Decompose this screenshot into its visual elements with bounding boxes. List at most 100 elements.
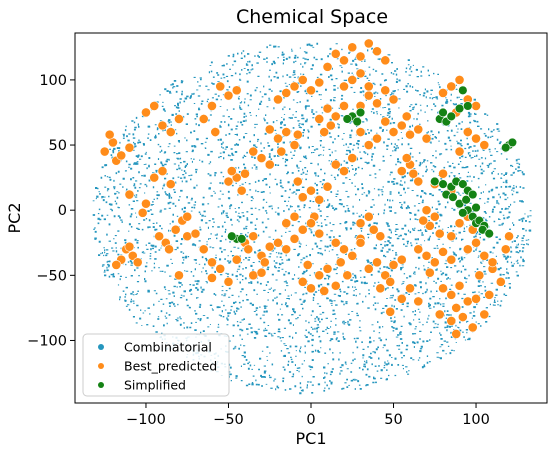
best-predicted-point (319, 127, 330, 137)
best-predicted-point (170, 224, 181, 235)
best-predicted-point (132, 257, 143, 268)
best-predicted-point (454, 75, 465, 85)
best-predicted-point (342, 270, 353, 281)
best-predicted-point (438, 283, 448, 294)
best-predicted-point (347, 42, 358, 53)
best-predicted-point (215, 81, 226, 92)
best-predicted-point (276, 146, 287, 157)
best-predicted-point (182, 211, 193, 222)
best-predicted-point (256, 153, 267, 163)
legend-label-best-predicted: Best_predicted (124, 359, 217, 374)
best-predicted-point (424, 267, 435, 278)
best-predicted-point (248, 231, 259, 242)
simplified-point (438, 107, 448, 118)
x-axis-label: PC1 (296, 429, 327, 448)
x-tick-label: −100 (126, 412, 166, 428)
best-predicted-point (116, 150, 127, 161)
best-predicted-point (438, 168, 448, 179)
best-predicted-point (297, 75, 308, 85)
best-predicted-point (454, 280, 465, 291)
best-predicted-point (372, 133, 382, 144)
best-predicted-point (413, 124, 424, 135)
best-predicted-point (462, 244, 473, 255)
y-tick-label: −100 (27, 333, 67, 349)
best-predicted-point (322, 263, 333, 274)
best-predicted-point (149, 172, 160, 183)
best-predicted-point (124, 189, 135, 200)
best-predicted-point (314, 194, 325, 205)
best-predicted-point (330, 280, 341, 291)
best-predicted-point (474, 270, 485, 281)
best-predicted-point (297, 224, 308, 235)
best-predicted-point (302, 260, 313, 270)
simplified-point (461, 195, 471, 205)
simplified-point (468, 189, 478, 200)
y-axis-label: PC2 (5, 203, 24, 234)
simplified-point (458, 208, 468, 218)
best-predicted-point (240, 168, 250, 179)
best-predicted-point (207, 257, 217, 268)
best-predicted-point (405, 129, 415, 140)
best-predicted-point (157, 166, 168, 176)
y-tick-label: 100 (39, 73, 67, 89)
best-predicted-point (223, 90, 234, 101)
best-predicted-point (226, 166, 237, 176)
best-predicted-point (462, 296, 473, 307)
best-predicted-point (454, 146, 465, 157)
best-predicted-point (314, 270, 325, 281)
best-predicted-point (111, 260, 122, 270)
best-predicted-point (330, 48, 341, 59)
best-predicted-point (281, 218, 292, 229)
best-predicted-point (385, 306, 396, 317)
best-predicted-point (281, 127, 292, 137)
best-predicted-point (434, 228, 445, 239)
legend-marker-combinatorial (98, 344, 104, 350)
best-predicted-point (231, 85, 242, 96)
best-predicted-point (368, 224, 379, 235)
best-predicted-point (223, 276, 234, 287)
best-predicted-point (396, 166, 407, 176)
best-predicted-point (347, 153, 358, 163)
x-tick-label: 50 (384, 412, 402, 428)
best-predicted-point (273, 237, 283, 248)
best-predicted-point (421, 250, 432, 261)
best-predicted-point (314, 228, 325, 239)
best-predicted-point (471, 133, 481, 144)
best-predicted-point (306, 85, 316, 96)
best-predicted-point (421, 205, 432, 216)
best-predicted-point (355, 68, 366, 79)
best-predicted-point (495, 276, 506, 287)
best-predicted-point (372, 46, 382, 57)
best-predicted-point (190, 228, 201, 239)
best-predicted-point (429, 211, 440, 222)
best-predicted-point (451, 302, 462, 313)
best-predicted-point (154, 231, 165, 242)
simplified-point (446, 111, 456, 122)
best-predicted-point (500, 244, 511, 255)
best-predicted-point (198, 244, 209, 255)
best-predicted-points (99, 38, 514, 339)
simplified-point (430, 176, 440, 187)
x-tick-label: 100 (462, 412, 490, 428)
best-predicted-point (355, 237, 366, 248)
best-predicted-point (385, 276, 396, 287)
simplified-point (454, 103, 465, 114)
simplified-point (507, 137, 518, 148)
y-tick-label: −50 (36, 268, 67, 284)
best-predicted-point (314, 114, 325, 124)
best-predicted-point (339, 55, 349, 66)
best-predicted-point (273, 94, 283, 105)
best-predicted-point (438, 88, 448, 98)
chart-title: Chemical Space (236, 6, 388, 28)
legend-box (82, 333, 230, 397)
best-predicted-point (259, 257, 270, 268)
best-predicted-point (434, 309, 445, 320)
best-predicted-point (289, 81, 300, 92)
best-predicted-point (471, 237, 481, 248)
y-tick-label: 0 (58, 203, 67, 219)
best-predicted-point (141, 107, 151, 118)
best-predicted-point (198, 114, 209, 124)
best-predicted-point (355, 51, 366, 62)
x-axis: −100 −50 0 50 100 (126, 403, 490, 428)
